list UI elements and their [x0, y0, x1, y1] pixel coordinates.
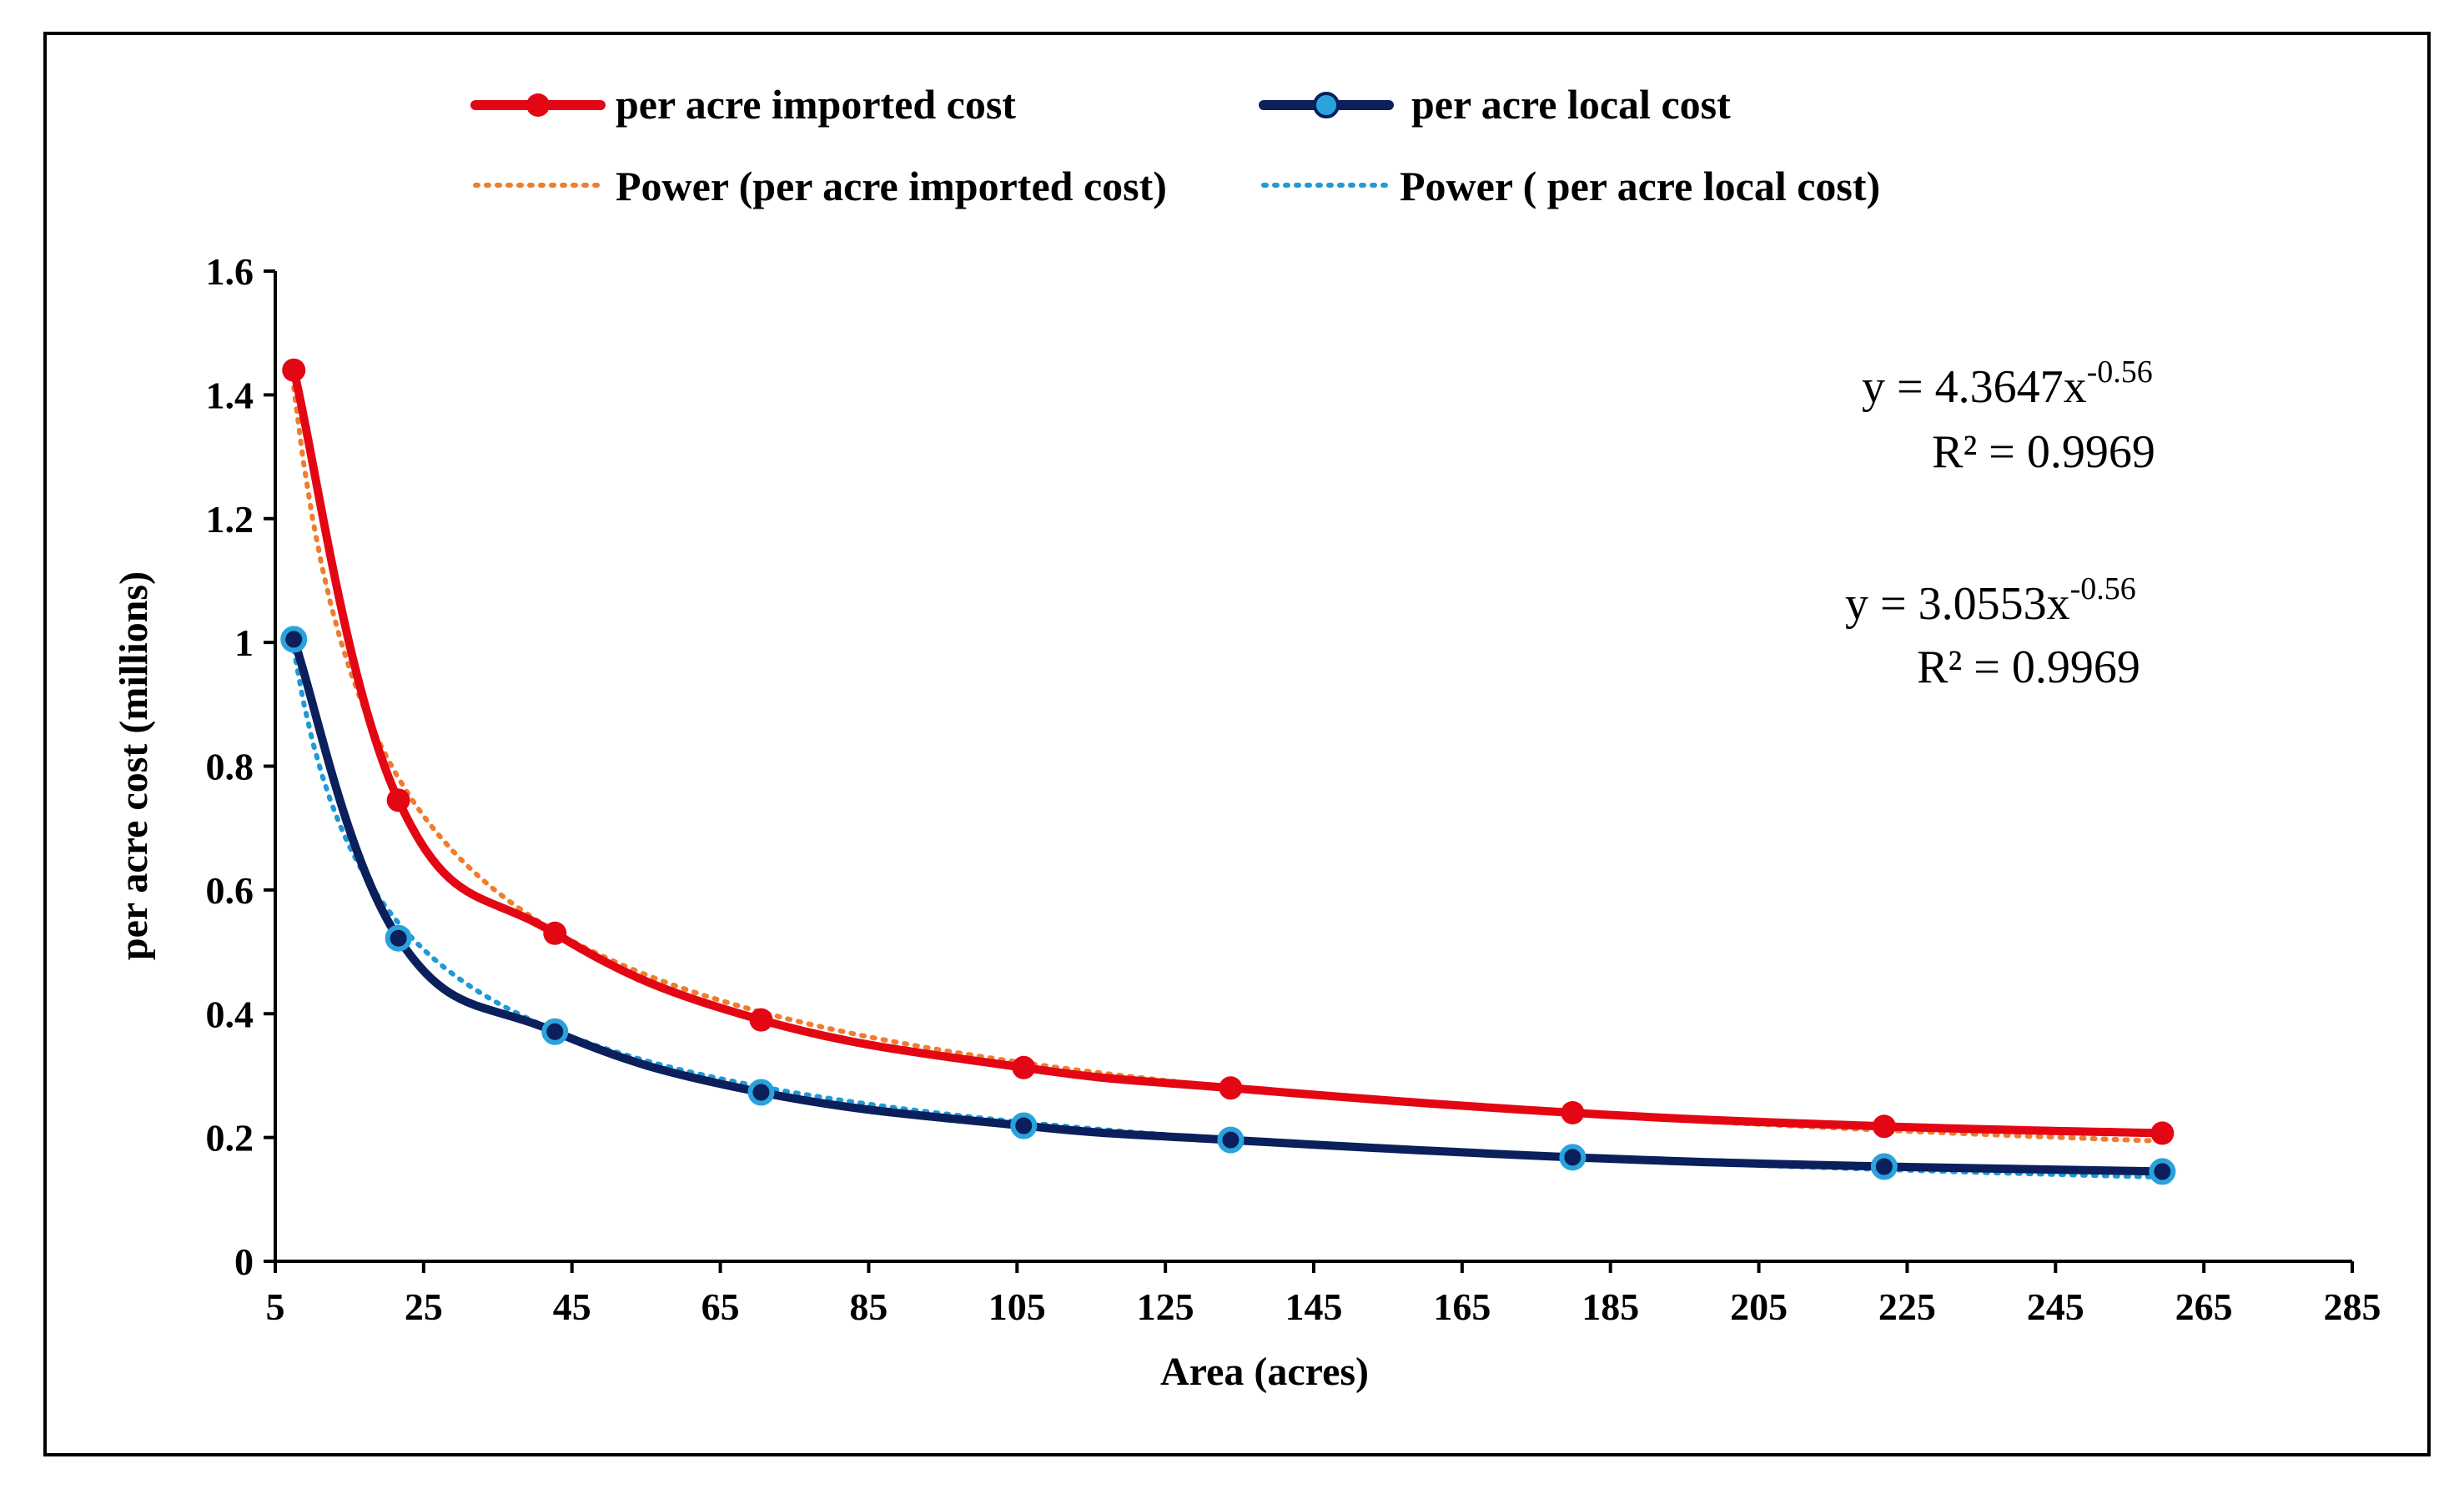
- equation-local-exponent: -0.56: [2070, 571, 2136, 606]
- legend-label-local: per acre local cost: [1411, 81, 1731, 128]
- equation-imported-r2: R² = 0.9969: [1932, 426, 2155, 478]
- equation-imported-exponent: -0.56: [2087, 355, 2153, 390]
- y-tick-label: 0.6: [206, 869, 254, 912]
- data-point-local: [385, 924, 412, 952]
- equation-local-text: y = 3.0553x-0.56: [1845, 571, 2136, 630]
- equation-imported-main: y = 4.3647x: [1862, 361, 2087, 413]
- data-point-imported: [543, 921, 567, 945]
- data-point-local: [747, 1079, 775, 1106]
- y-tick-label: 0.4: [206, 993, 254, 1035]
- equation-local-r2: R² = 0.9969: [1917, 641, 2140, 693]
- data-point-imported: [1219, 1076, 1243, 1100]
- legend-label-imported: per acre imported cost: [616, 81, 1016, 128]
- y-axis-title: per acre cost (millions): [112, 571, 156, 960]
- chart-frame: [43, 32, 2431, 1456]
- legend-item-imported: per acre imported cost: [470, 81, 1016, 128]
- y-tick-label: 1.6: [206, 250, 254, 293]
- data-point-imported: [1872, 1114, 1896, 1139]
- x-tick-label: 45: [553, 1285, 591, 1328]
- legend-item-local: per acre local cost: [1259, 81, 1731, 128]
- data-point-imported: [1012, 1055, 1036, 1079]
- equation-local-main: y = 3.0553x: [1845, 578, 2070, 630]
- x-tick-label: 65: [701, 1285, 740, 1328]
- legend-item-power-local: Power ( per acre local cost): [1261, 163, 1880, 209]
- data-point-imported: [2150, 1121, 2175, 1145]
- data-point-imported: [282, 358, 306, 382]
- legend-marker-local: [1313, 92, 1340, 118]
- series-lines: [289, 365, 2167, 1176]
- y-ticks: 0 0.2 0.4 0.6 0.8 1 1.2 1.4 1.6: [206, 250, 275, 1283]
- data-point-local: [2149, 1158, 2176, 1185]
- equation-local: y = 3.0553x-0.56 R² = 0.9969: [1845, 571, 2140, 693]
- y-tick-label: 0: [234, 1240, 254, 1283]
- x-tick-label: 105: [988, 1285, 1046, 1328]
- legend: per acre imported cost per acre local co…: [470, 81, 1880, 209]
- x-tick-label: 205: [1730, 1285, 1788, 1328]
- series-markers: [280, 358, 2176, 1185]
- data-point-local: [541, 1018, 569, 1045]
- data-point-local: [1559, 1144, 1587, 1171]
- series-line-local: [289, 635, 2167, 1176]
- x-ticks: 5 25 45 65 85 105 125 145 165 185 205 225 245 265 285: [266, 1261, 2381, 1328]
- y-tick-label: 1.2: [206, 498, 254, 541]
- y-tick-label: 0.8: [206, 746, 254, 788]
- x-tick-label: 125: [1137, 1285, 1194, 1328]
- legend-item-power-imported: Power (per acre imported cost): [473, 163, 1167, 209]
- data-point-imported: [1561, 1100, 1585, 1124]
- x-tick-label: 5: [266, 1285, 285, 1328]
- legend-label-power-imported: Power (per acre imported cost): [616, 163, 1167, 209]
- legend-marker-imported: [526, 93, 550, 117]
- legend-label-power-local: Power ( per acre local cost): [1400, 163, 1880, 209]
- y-tick-label: 1: [234, 621, 254, 664]
- x-tick-label: 185: [1581, 1285, 1639, 1328]
- x-tick-label: 245: [2027, 1285, 2084, 1328]
- data-point-local: [1010, 1112, 1038, 1139]
- x-axis-title: Area (acres): [1160, 1350, 1369, 1394]
- equation-imported-text: y = 4.3647x-0.56: [1862, 355, 2153, 413]
- equation-imported: y = 4.3647x-0.56 R² = 0.9969: [1862, 355, 2155, 478]
- data-point-local: [1870, 1153, 1898, 1180]
- x-tick-label: 165: [1433, 1285, 1491, 1328]
- x-tick-label: 85: [849, 1285, 888, 1328]
- data-point-local: [1217, 1126, 1245, 1154]
- data-point-imported: [749, 1008, 773, 1032]
- data-point-imported: [386, 788, 410, 812]
- data-point-local: [280, 626, 308, 653]
- x-tick-label: 265: [2175, 1285, 2233, 1328]
- series-line-imported: [289, 365, 2167, 1138]
- y-tick-label: 0.2: [206, 1117, 254, 1160]
- x-tick-label: 225: [1878, 1285, 1936, 1328]
- trendlines: [291, 385, 2165, 1180]
- x-tick-label: 145: [1285, 1285, 1343, 1328]
- x-tick-label: 25: [405, 1285, 443, 1328]
- x-tick-label: 285: [2324, 1285, 2381, 1328]
- y-tick-label: 1.4: [206, 374, 254, 416]
- trendline-imported: [291, 385, 2165, 1144]
